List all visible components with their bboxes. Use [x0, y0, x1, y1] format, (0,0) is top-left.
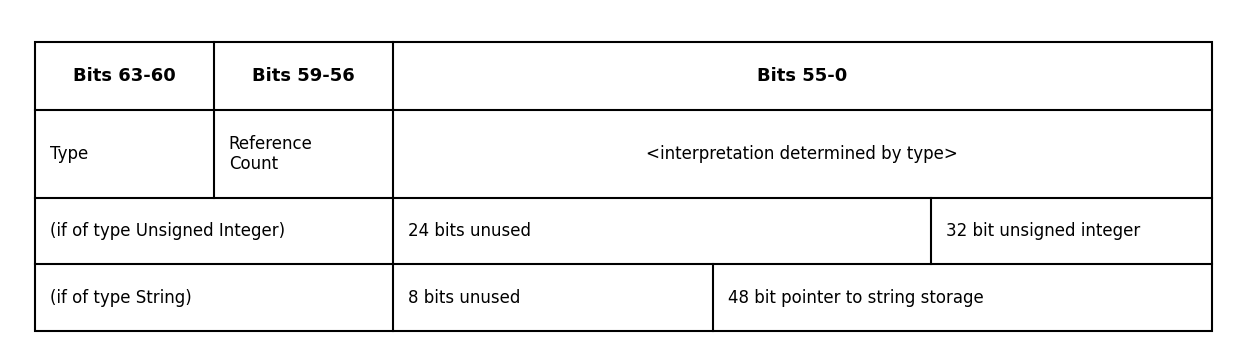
- Text: (if of type String): (if of type String): [50, 289, 192, 307]
- Text: 24 bits unused: 24 bits unused: [408, 222, 531, 240]
- Bar: [35, 42, 1212, 331]
- Text: Bits 63-60: Bits 63-60: [74, 67, 176, 85]
- Text: 32 bit unsigned integer: 32 bit unsigned integer: [945, 222, 1140, 240]
- Text: 8 bits unused: 8 bits unused: [408, 289, 520, 307]
- Text: (if of type Unsigned Integer): (if of type Unsigned Integer): [50, 222, 286, 240]
- Text: Bits 59-56: Bits 59-56: [252, 67, 354, 85]
- Text: <interpretation determined by type>: <interpretation determined by type>: [646, 145, 959, 163]
- Text: 48 bit pointer to string storage: 48 bit pointer to string storage: [728, 289, 984, 307]
- Text: Type: Type: [50, 145, 89, 163]
- Text: Reference
Count: Reference Count: [228, 135, 313, 174]
- Text: Bits 55-0: Bits 55-0: [757, 67, 848, 85]
